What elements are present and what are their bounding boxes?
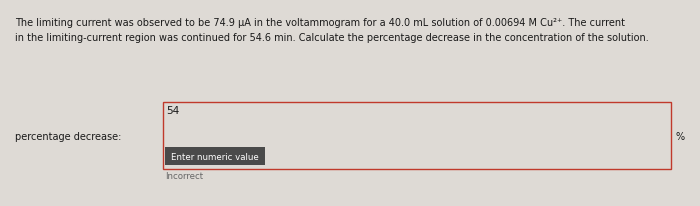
Text: The limiting current was observed to be 74.9 μA in the voltammogram for a 40.0 m: The limiting current was observed to be … — [15, 18, 625, 28]
Bar — [163, 103, 671, 169]
Text: percentage decrease:: percentage decrease: — [15, 131, 121, 141]
Text: Enter numeric value: Enter numeric value — [171, 152, 259, 161]
Bar — [165, 147, 265, 165]
Text: %: % — [675, 131, 684, 141]
Text: Incorrect: Incorrect — [165, 171, 203, 180]
Text: 54: 54 — [166, 105, 179, 115]
Text: in the limiting-current region was continued for 54.6 min. Calculate the percent: in the limiting-current region was conti… — [15, 33, 649, 43]
